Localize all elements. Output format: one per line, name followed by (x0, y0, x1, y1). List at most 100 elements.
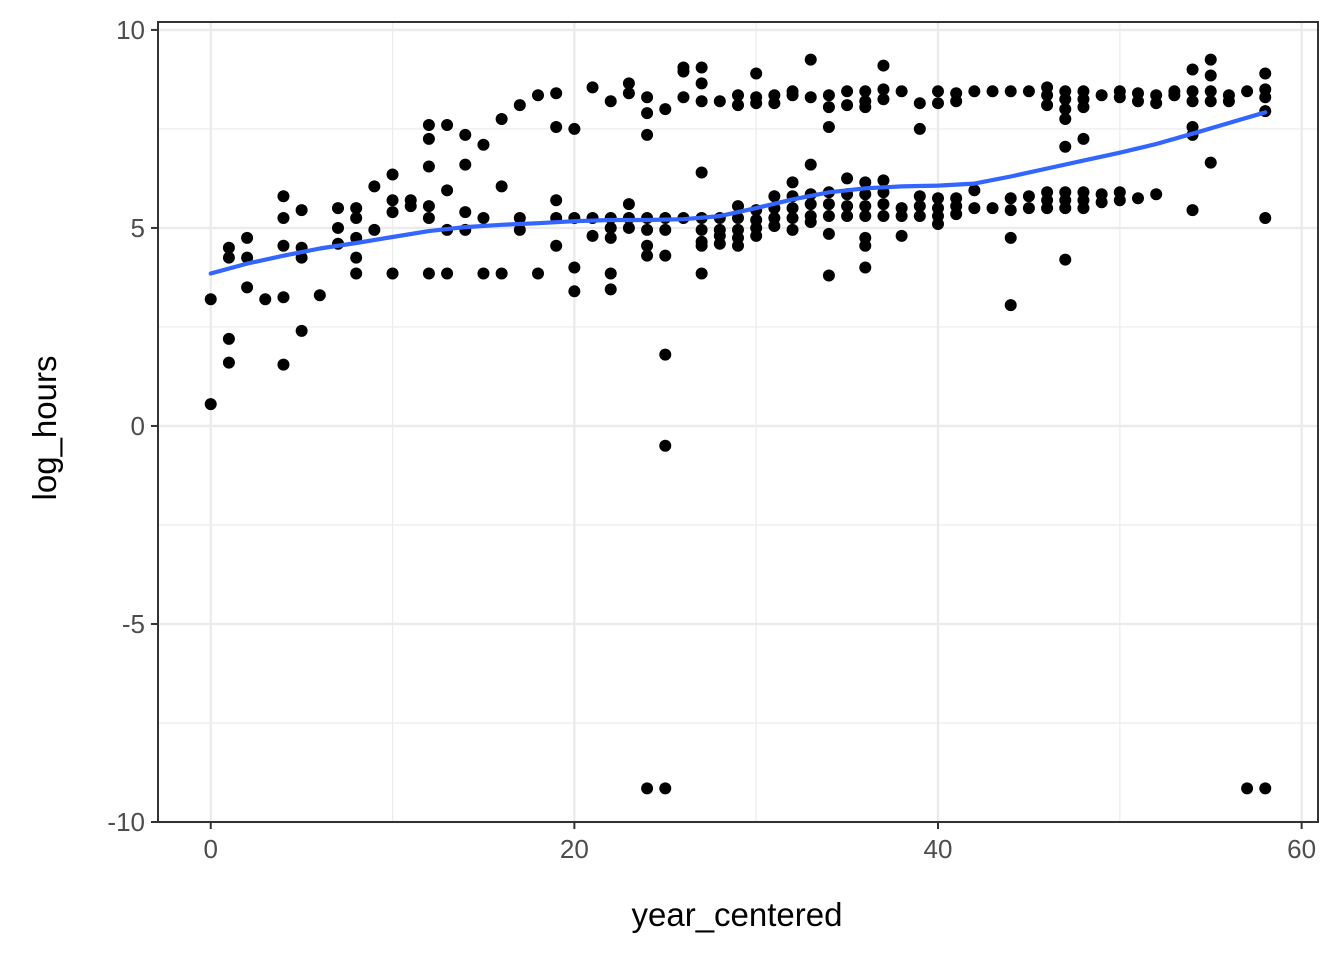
data-point (441, 184, 454, 197)
data-point (368, 180, 381, 193)
data-point (386, 267, 399, 280)
data-point (550, 120, 563, 133)
data-point (241, 251, 254, 264)
data-point (695, 223, 708, 236)
data-point (659, 439, 672, 452)
data-point (441, 118, 454, 131)
smooth-curve-layer (208, 110, 1268, 276)
data-point (895, 210, 908, 223)
data-point (568, 122, 581, 135)
data-point (204, 293, 217, 306)
data-point (1204, 69, 1217, 82)
data-point (859, 85, 872, 98)
data-point (804, 216, 817, 228)
data-point (513, 99, 526, 112)
data-point (659, 782, 672, 795)
data-point (804, 91, 817, 104)
x-axis-title: year_centered (632, 896, 843, 933)
data-point (422, 132, 435, 145)
data-point (895, 229, 908, 242)
data-point (422, 200, 435, 213)
data-point (222, 251, 235, 264)
data-point (877, 59, 890, 72)
data-point (604, 95, 617, 108)
data-point (804, 198, 817, 211)
data-point (750, 229, 763, 242)
data-point (622, 198, 635, 211)
data-point (586, 81, 599, 94)
data-point (822, 120, 835, 133)
data-point (859, 188, 872, 201)
data-point (532, 267, 544, 280)
data-point (986, 85, 999, 98)
data-point (732, 239, 744, 252)
data-point (713, 95, 726, 108)
data-point (859, 200, 872, 213)
data-point (404, 200, 417, 213)
data-point (1204, 85, 1217, 98)
data-point (786, 89, 799, 102)
x-tick-label: 40 (924, 834, 953, 864)
data-point (1204, 95, 1217, 108)
x-axis: 0 20 40 60 (203, 822, 1316, 864)
data-point (622, 77, 635, 90)
data-point (204, 398, 217, 411)
data-point (677, 91, 690, 104)
data-point (1241, 85, 1254, 98)
data-point (1022, 190, 1035, 203)
data-point (1150, 188, 1163, 201)
data-point (241, 231, 254, 244)
data-point (1059, 253, 1072, 266)
data-point (732, 200, 744, 213)
data-point (895, 85, 908, 98)
data-point (695, 77, 708, 90)
data-point (1022, 202, 1035, 215)
data-point (477, 138, 490, 151)
data-point (1259, 91, 1272, 104)
data-point (1077, 132, 1090, 145)
data-point (659, 249, 672, 262)
data-point (350, 202, 363, 215)
data-point (1186, 95, 1199, 108)
data-point (332, 202, 344, 215)
data-point (513, 223, 526, 236)
data-point (968, 202, 981, 215)
data-point (1004, 192, 1017, 205)
data-point (1259, 67, 1272, 80)
data-point (1168, 89, 1181, 102)
data-point (1041, 202, 1054, 215)
data-point (1041, 99, 1054, 112)
data-point (750, 67, 763, 80)
data-point (913, 97, 926, 110)
data-point (695, 61, 708, 74)
data-point (495, 113, 508, 126)
data-point (859, 101, 872, 114)
data-point (877, 174, 890, 187)
data-point (568, 285, 581, 298)
data-point (477, 267, 490, 280)
data-point (1259, 782, 1272, 795)
data-point (1132, 95, 1144, 108)
data-point (386, 194, 399, 207)
data-point (677, 65, 690, 78)
data-point (877, 198, 890, 211)
data-point (822, 210, 835, 223)
data-point (932, 97, 944, 110)
data-point (550, 194, 563, 207)
data-point (1059, 202, 1072, 215)
data-point (550, 239, 563, 252)
data-point (1241, 782, 1254, 795)
data-point (659, 223, 672, 236)
data-point (604, 221, 617, 234)
data-point (1204, 156, 1217, 169)
data-point (604, 267, 617, 280)
data-point (368, 223, 381, 236)
data-point (277, 190, 290, 203)
data-point (732, 89, 744, 102)
data-point (804, 158, 817, 171)
data-point (441, 267, 454, 280)
data-point (222, 332, 235, 345)
data-point (732, 212, 744, 225)
data-point (822, 101, 835, 114)
